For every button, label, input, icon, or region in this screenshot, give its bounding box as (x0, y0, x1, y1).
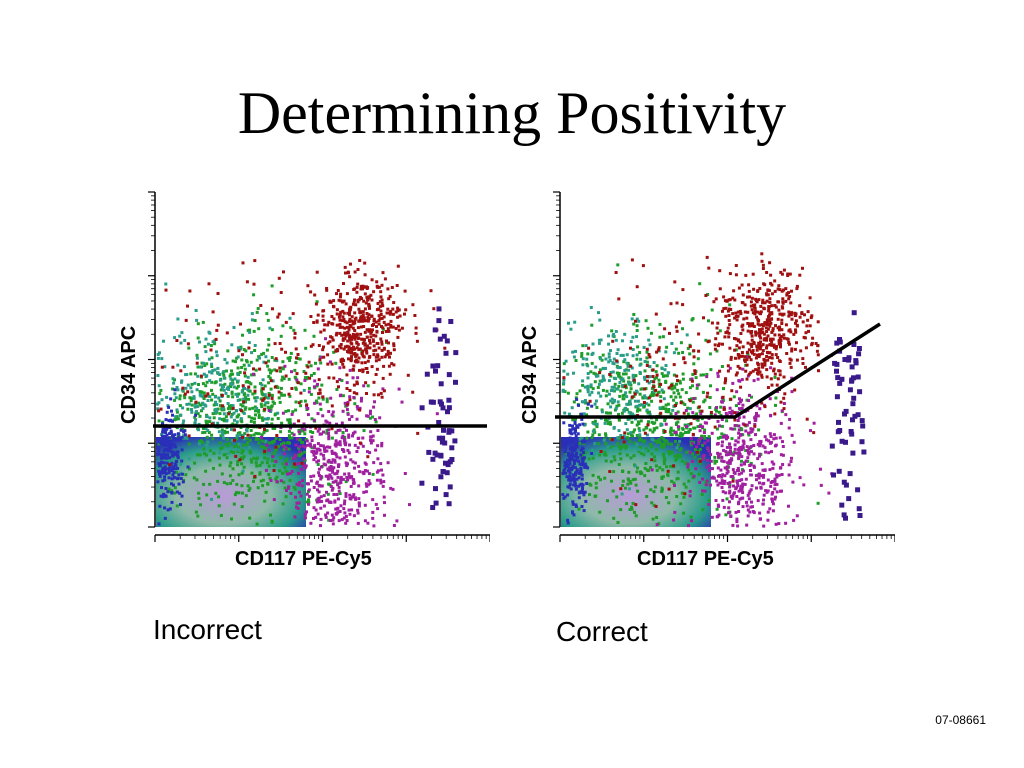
slide-title: Determining Positivity (237, 80, 787, 146)
x-axis-label: CD117 PE-Cy5 (235, 548, 372, 570)
y-ticks (553, 191, 560, 528)
dot-plot-correct (553, 191, 895, 542)
dot-plot-incorrect (148, 191, 490, 542)
x-ticks (154, 535, 490, 542)
flow-plot-correct: CD34 APC CD117 PE-Cy5 (515, 180, 895, 580)
y-axis-label: CD34 APC (118, 325, 140, 424)
y-axis-label: CD34 APC (519, 325, 541, 424)
gate-line (555, 322, 881, 419)
x-ticks (559, 535, 895, 542)
y-ticks (148, 191, 155, 528)
x-axis-label: CD117 PE-Cy5 (637, 548, 774, 570)
caption-incorrect: Incorrect (153, 614, 262, 645)
event-dots (561, 252, 867, 528)
flow-plot-incorrect: CD34 APC CD117 PE-Cy5 (110, 180, 490, 580)
caption-correct: Correct (556, 616, 648, 647)
slide-code: 07-08661 (935, 713, 986, 727)
event-dots (156, 259, 459, 528)
